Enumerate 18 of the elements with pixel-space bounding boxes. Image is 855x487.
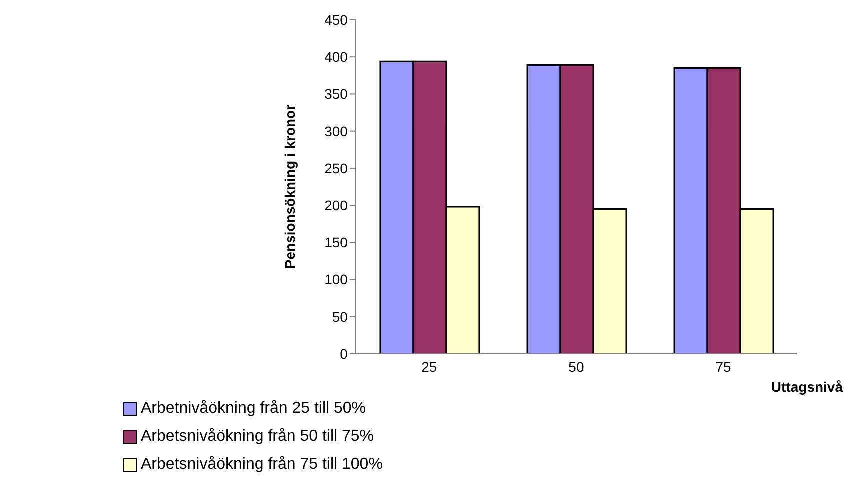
legend-label: Arbetnivåökning från 25 till 50% bbox=[141, 400, 366, 418]
y-tick-label: 350 bbox=[324, 86, 348, 102]
x-tick-label: 25 bbox=[422, 358, 438, 375]
legend-label: Arbetsnivåökning från 75 till 100% bbox=[141, 456, 383, 474]
y-tick-label: 250 bbox=[324, 160, 348, 176]
x-axis-title: Uttagsnivå bbox=[771, 379, 844, 395]
y-tick-label: 450 bbox=[324, 12, 348, 28]
y-tick-label: 300 bbox=[324, 123, 348, 140]
y-tick-label: 150 bbox=[324, 234, 348, 251]
y-tick-label: 0 bbox=[340, 346, 348, 362]
y-tick-label: 200 bbox=[324, 198, 348, 214]
y-tick-label: 50 bbox=[332, 308, 348, 325]
x-tick-label: 75 bbox=[716, 358, 732, 375]
y-tick-label: 100 bbox=[324, 272, 348, 288]
legend-label: Arbetsnivåökning från 50 till 75% bbox=[141, 428, 374, 446]
y-tick-label: 400 bbox=[324, 49, 348, 66]
y-axis-title: Pensionsökning i kronor bbox=[282, 104, 298, 270]
x-tick-label: 50 bbox=[568, 358, 584, 375]
